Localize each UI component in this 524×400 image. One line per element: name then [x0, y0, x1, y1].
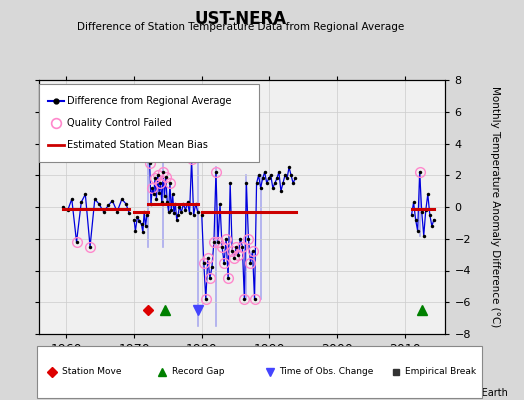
- Text: Estimated Station Mean Bias: Estimated Station Mean Bias: [67, 140, 208, 150]
- Text: Berkeley Earth: Berkeley Earth: [436, 388, 508, 398]
- Text: Station Move: Station Move: [62, 368, 122, 376]
- Text: Difference from Regional Average: Difference from Regional Average: [67, 96, 232, 106]
- Text: UST-NERA: UST-NERA: [195, 10, 287, 28]
- Text: Empirical Break: Empirical Break: [405, 368, 476, 376]
- Text: Quality Control Failed: Quality Control Failed: [67, 118, 172, 128]
- Text: Difference of Station Temperature Data from Regional Average: Difference of Station Temperature Data f…: [78, 22, 405, 32]
- Text: Record Gap: Record Gap: [172, 368, 224, 376]
- Y-axis label: Monthly Temperature Anomaly Difference (°C): Monthly Temperature Anomaly Difference (…: [490, 86, 500, 328]
- Text: Time of Obs. Change: Time of Obs. Change: [279, 368, 374, 376]
